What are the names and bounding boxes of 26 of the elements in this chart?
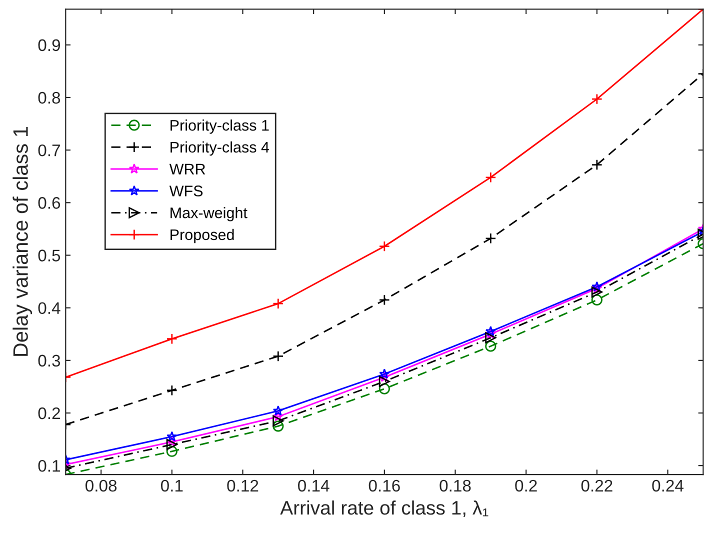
y-tick-label: 0.1 [38,460,60,472]
y-tick-label: 0.5 [38,250,60,262]
y-tick-label: 0.4 [38,302,60,314]
legend-label: WRR [169,164,206,174]
y-tick-label: 0.7 [38,144,60,156]
x-tick-label: 0.08 [86,480,117,492]
y-tick-label: 0.2 [38,407,60,420]
x-tick-label: 0.12 [227,480,258,492]
y-tick-label: 0.3 [38,354,60,367]
x-tick-label: 0.14 [298,480,330,492]
x-tick-label: 0.18 [440,480,471,492]
x-tick-label: 0.1 [160,480,183,492]
x-tick-label: 0.24 [652,480,684,492]
legend-label: Priority-class 1 [170,120,269,134]
legend-label: Proposed [170,228,234,244]
legend-label: Priority-class 4 [170,141,270,156]
x-tick-label: 0.2 [515,480,537,492]
y-tick-label: 0.8 [38,92,60,104]
x-axis-title: Arrival rate of class 1, λ₁ [280,500,488,518]
y-axis-title: Delay variance of class 1 [12,127,32,356]
x-tick-label: 0.16 [368,480,400,492]
legend-label: Max-weight [170,207,248,222]
y-tick-label: 0.9 [38,39,60,52]
x-tick-label: 0.22 [581,480,612,492]
legend-label: WFS [169,186,203,196]
y-tick-label: 0.6 [38,197,60,209]
